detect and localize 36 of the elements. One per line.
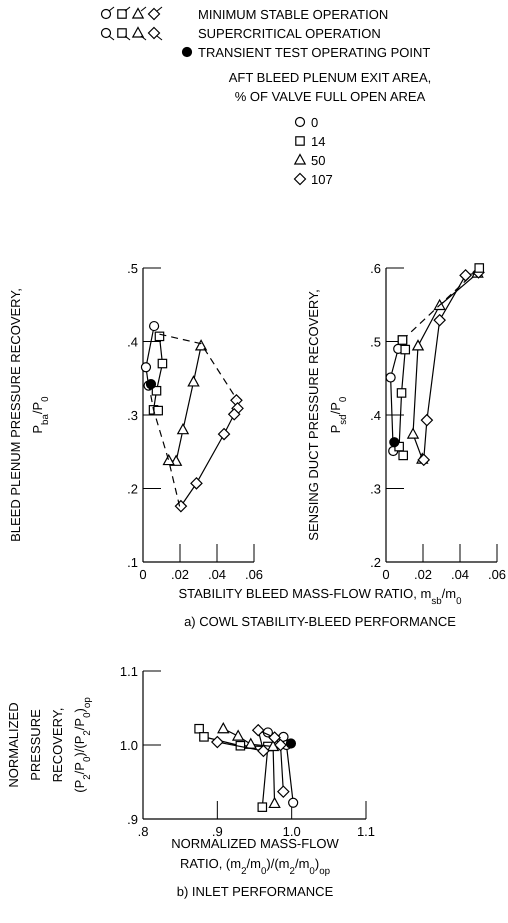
- y-tick-label: .5: [370, 334, 381, 350]
- x-tick-label: 0: [139, 567, 147, 582]
- y-tick-label: .2: [127, 482, 138, 496]
- y-tick-label: .4: [127, 334, 138, 350]
- legend-label: 50: [311, 153, 326, 168]
- text: MINIMUM STABLE OPERATION: [198, 7, 388, 22]
- x-tick-label: .02: [170, 567, 190, 582]
- legend-label: 14: [311, 134, 326, 149]
- y-tick-label: .1: [127, 555, 138, 570]
- x-tick-label: .06: [488, 567, 506, 582]
- x-tick-label: .9: [212, 824, 223, 839]
- text: b) INLET PERFORMANCE: [176, 884, 334, 899]
- x-tick-label: .04: [450, 567, 470, 582]
- y-tick-label: .5: [127, 261, 138, 276]
- text: a) COWL STABILITY-BLEED PERFORMANCE: [184, 614, 456, 629]
- x-tick-label: .8: [138, 824, 148, 839]
- x-tick-label: 1.0: [282, 824, 301, 839]
- x-tick-label: .06: [244, 567, 264, 582]
- y-tick-label: .9: [127, 812, 138, 827]
- y-tick-label: .6: [370, 261, 381, 276]
- text: SUPERCRITICAL OPERATION: [198, 26, 381, 41]
- y-tick-label: 1.1: [120, 664, 138, 679]
- y-tick-label: .3: [127, 408, 138, 423]
- legend-label: TRANSIENT TEST OPERATING POINT: [198, 45, 430, 60]
- y-tick-label: .4: [370, 408, 381, 423]
- legend-title: AFT BLEED PLENUM EXIT AREA, % OF VALVE FULL OPEN AREA: [228, 70, 432, 104]
- x-tick-label: 0: [382, 567, 390, 582]
- x-axis-title: STABILITY BLEED MASS-FLOW RATIO, m$_{sb}$/m$_{0}$: [178, 586, 462, 606]
- legend-label: 107: [311, 172, 333, 187]
- x-tick-label: .04: [208, 567, 226, 582]
- y-tick-label: 1.0: [120, 738, 138, 753]
- x-tick-label: .02: [414, 567, 432, 582]
- text: NORMALIZED MASS-FLOW RATIO, (m$_{2}$/m$_{0}$)/(m$_{2}$/m$_{0}$)$_{op}$: [171, 836, 339, 876]
- legend-label: 0: [311, 115, 318, 130]
- y-tick-label: .2: [370, 555, 381, 570]
- y-tick-label: .3: [370, 482, 381, 496]
